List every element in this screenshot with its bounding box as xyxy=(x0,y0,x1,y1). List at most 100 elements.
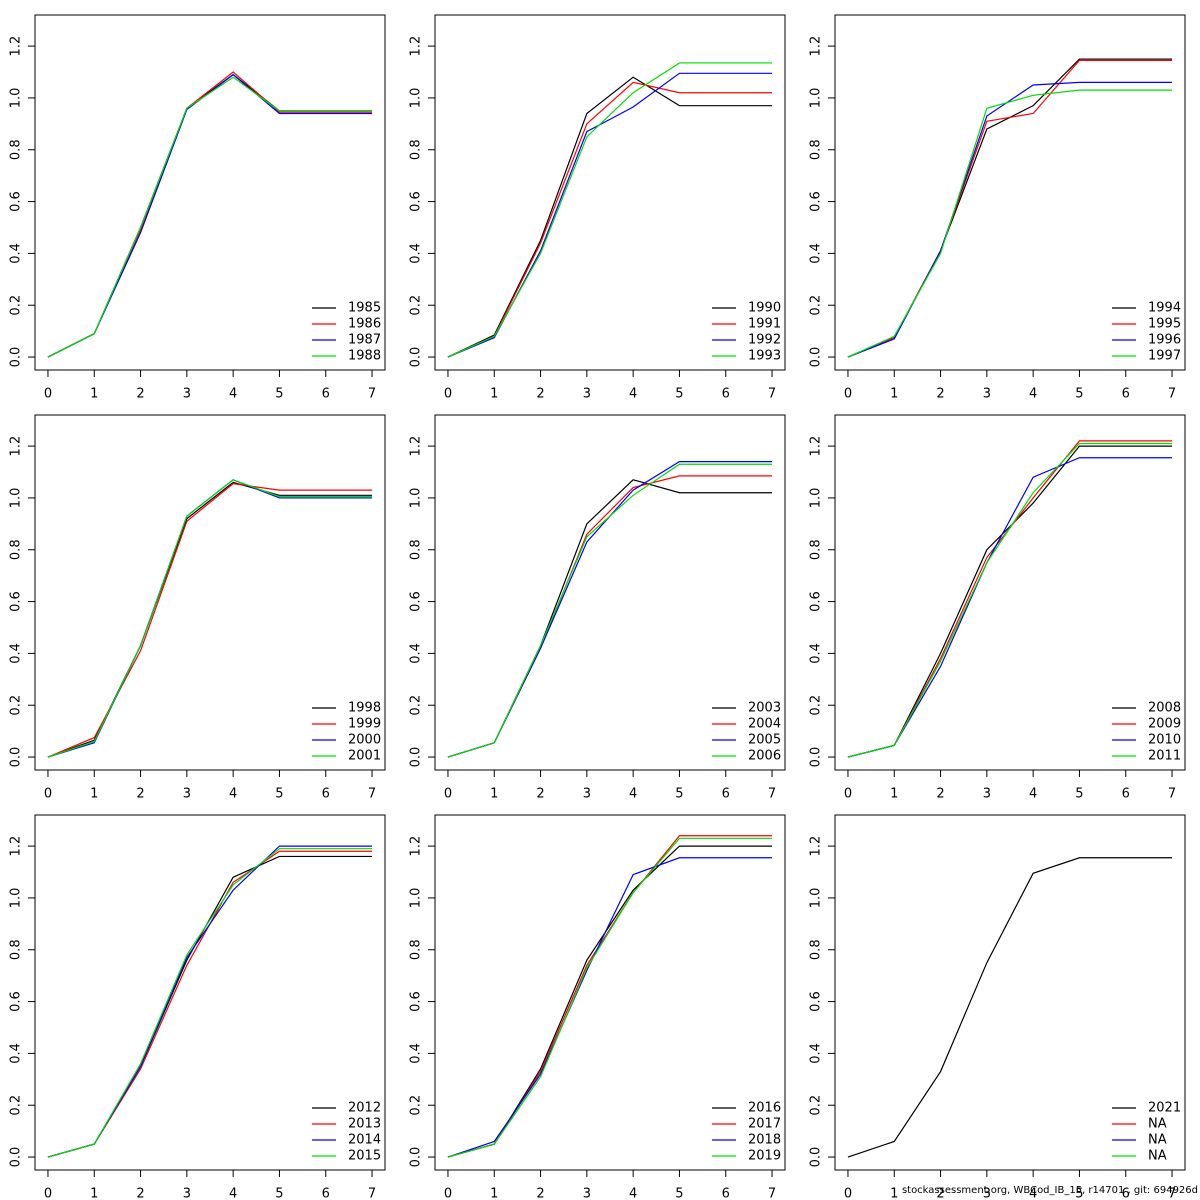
y-tick-label: 1.0 xyxy=(809,488,824,509)
x-tick-label: 6 xyxy=(722,787,730,802)
y-tick-label: 1.2 xyxy=(409,436,424,457)
series-line xyxy=(447,461,773,758)
x-tick-label: 0 xyxy=(444,787,452,802)
series-line xyxy=(47,845,373,1158)
y-tick-label: 1.2 xyxy=(9,836,24,857)
series-line xyxy=(47,850,373,1158)
y-tick-label: 0.8 xyxy=(809,539,824,560)
y-tick-label: 1.2 xyxy=(809,36,824,57)
plot-frame xyxy=(834,414,1186,771)
legend-label: 1995 xyxy=(1148,317,1181,332)
legend-label: 2016 xyxy=(748,1101,781,1116)
y-tick-label: 0.2 xyxy=(409,295,424,316)
y-tick-label: 0.2 xyxy=(809,695,824,716)
y-tick-label: 0.0 xyxy=(9,347,24,368)
legend-label: 2004 xyxy=(748,717,781,732)
x-tick-label: 4 xyxy=(1029,787,1037,802)
series-line xyxy=(847,58,1173,358)
y-tick-label: 0.4 xyxy=(9,1043,24,1064)
x-tick-label: 0 xyxy=(44,787,52,802)
legend-label: 2010 xyxy=(1148,733,1181,748)
x-tick-label: 3 xyxy=(983,387,991,402)
y-tick-label: 0.8 xyxy=(9,139,24,160)
x-tick-label: 4 xyxy=(629,387,637,402)
y-tick-label: 1.2 xyxy=(809,436,824,457)
y-tick-label: 1.2 xyxy=(809,836,824,857)
y-tick-label: 0.4 xyxy=(409,243,424,264)
x-tick-label: 5 xyxy=(275,387,283,402)
x-tick-label: 7 xyxy=(1168,787,1176,802)
series-line xyxy=(847,445,1173,758)
legend-label: 1996 xyxy=(1148,333,1181,348)
plot-frame xyxy=(834,14,1186,371)
x-tick-label: 1 xyxy=(890,787,898,802)
y-tick-label: 1.0 xyxy=(9,888,24,909)
series-line xyxy=(447,463,773,758)
y-tick-label: 1.0 xyxy=(409,88,424,109)
series-line xyxy=(847,457,1173,758)
y-tick-label: 0.8 xyxy=(9,539,24,560)
y-tick-label: 0.6 xyxy=(9,591,24,612)
legend-label: 1997 xyxy=(1148,349,1181,364)
plot-frame xyxy=(34,14,386,371)
y-tick-label: 1.2 xyxy=(409,36,424,57)
x-tick-label: 2 xyxy=(136,787,144,802)
y-tick-label: 0.4 xyxy=(409,1043,424,1064)
x-tick-label: 6 xyxy=(1122,1187,1130,1200)
x-tick-label: 5 xyxy=(1075,1187,1083,1200)
series-line xyxy=(47,71,373,358)
y-tick-label: 1.0 xyxy=(9,488,24,509)
x-tick-label: 7 xyxy=(768,787,776,802)
series-line xyxy=(47,848,373,1158)
x-tick-label: 1 xyxy=(490,1187,498,1200)
plot-frame xyxy=(834,814,1186,1171)
x-tick-label: 7 xyxy=(1168,1187,1176,1200)
x-tick-label: 1 xyxy=(490,387,498,402)
legend-label: 2021 xyxy=(1148,1101,1181,1116)
legend-label: 2013 xyxy=(348,1117,381,1132)
legend-label: 1987 xyxy=(348,333,381,348)
y-tick-label: 0.2 xyxy=(409,695,424,716)
x-tick-label: 0 xyxy=(444,1187,452,1200)
x-tick-label: 7 xyxy=(1168,387,1176,402)
legend-label: 2019 xyxy=(748,1149,781,1164)
legend-label: 1988 xyxy=(348,349,381,364)
series-line xyxy=(47,76,373,358)
y-tick-label: 0.2 xyxy=(809,1095,824,1116)
y-tick-label: 0.4 xyxy=(809,1043,824,1064)
y-tick-label: 1.0 xyxy=(409,488,424,509)
legend-label: 1991 xyxy=(748,317,781,332)
x-tick-label: 6 xyxy=(322,387,330,402)
series-line xyxy=(47,479,373,758)
x-tick-label: 3 xyxy=(183,387,191,402)
series-line xyxy=(447,72,773,358)
legend-label: 2005 xyxy=(748,733,781,748)
x-tick-label: 1 xyxy=(90,1187,98,1200)
series-line xyxy=(847,89,1173,358)
x-tick-label: 5 xyxy=(1075,387,1083,402)
plot-frame xyxy=(34,814,386,1171)
x-tick-label: 5 xyxy=(1075,787,1083,802)
x-tick-label: 1 xyxy=(490,787,498,802)
legend-label: 1999 xyxy=(348,717,381,732)
x-tick-label: 4 xyxy=(629,787,637,802)
y-tick-label: 0.0 xyxy=(809,1147,824,1168)
x-tick-label: 0 xyxy=(844,787,852,802)
legend-label: 2011 xyxy=(1148,749,1181,764)
x-tick-label: 0 xyxy=(844,1187,852,1200)
y-tick-label: 0.2 xyxy=(9,1095,24,1116)
legend-label: NA xyxy=(1148,1133,1167,1148)
x-tick-label: 0 xyxy=(844,387,852,402)
x-tick-label: 2 xyxy=(936,1187,944,1200)
y-tick-label: 0.8 xyxy=(409,139,424,160)
x-tick-label: 2 xyxy=(536,1187,544,1200)
y-tick-label: 1.0 xyxy=(809,88,824,109)
legend-label: 2014 xyxy=(348,1133,381,1148)
y-tick-label: 1.0 xyxy=(409,888,424,909)
x-tick-label: 2 xyxy=(136,387,144,402)
x-tick-label: 6 xyxy=(1122,787,1130,802)
y-tick-label: 0.8 xyxy=(809,139,824,160)
legend-label: 2015 xyxy=(348,1149,381,1164)
y-tick-label: 0.4 xyxy=(409,643,424,664)
x-tick-label: 3 xyxy=(983,787,991,802)
